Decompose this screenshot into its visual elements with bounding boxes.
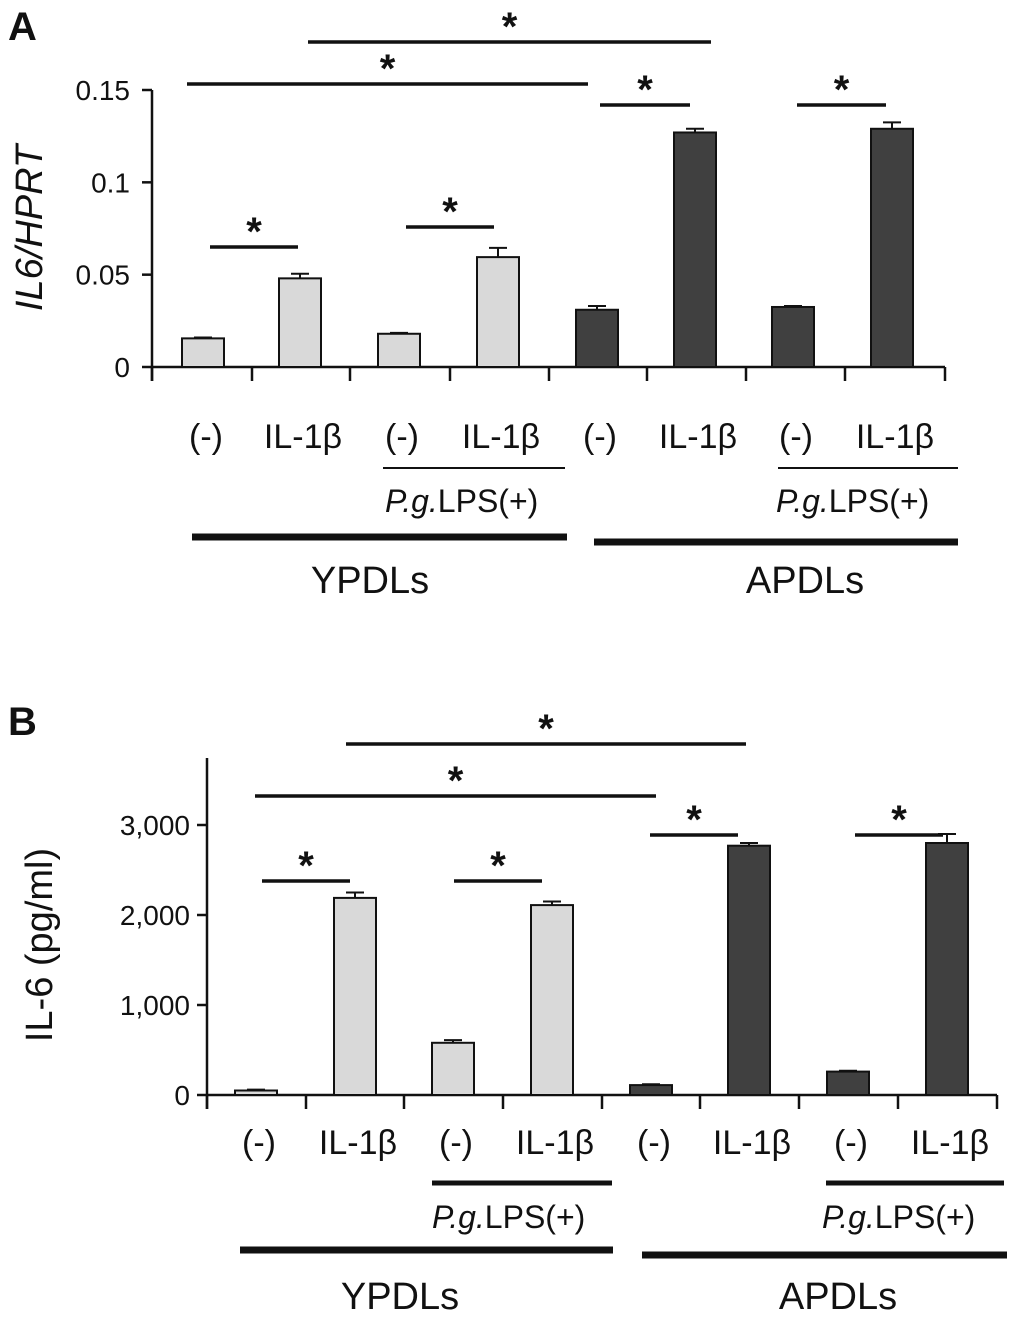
significance-star: * (891, 798, 907, 842)
bar (181, 337, 225, 369)
significance-star: * (834, 68, 850, 112)
bar (377, 332, 421, 369)
significance-star: * (502, 5, 518, 49)
lps-label: P.g.LPS(+) (776, 483, 929, 519)
lps-label: P.g.LPS(+) (385, 483, 538, 519)
panel-b-axes: 0 1,000 2,000 3,000 IL-6 (pg/ml) (19, 758, 999, 1111)
y-tick-label: 0.05 (76, 260, 131, 291)
significance-star: * (637, 68, 653, 112)
category-label: (-) (242, 1124, 276, 1162)
lps-condition-label: LPS(+) (485, 1199, 585, 1235)
bar (826, 1070, 870, 1096)
category-label: (-) (637, 1124, 671, 1162)
lps-condition-label: LPS(+) (438, 483, 538, 519)
significance-star: * (538, 707, 554, 751)
panel-b-letter: B (8, 700, 37, 744)
category-label: IL-1β (319, 1124, 397, 1162)
bar (727, 844, 771, 1097)
significance-star: * (442, 190, 458, 234)
bar (333, 896, 377, 1097)
significance-star: * (298, 844, 314, 888)
lps-species-label: P.g. (776, 483, 829, 519)
lps-label: P.g.LPS(+) (822, 1199, 975, 1235)
panel-a-letter: A (8, 5, 37, 49)
significance-star: * (246, 210, 262, 254)
category-label: (-) (583, 418, 617, 456)
lps-condition-label: LPS(+) (829, 483, 929, 519)
panel-b: B 0 1,000 2,000 3,000 IL-6 (pg/ml) * * * * * * (-… (8, 700, 1007, 1317)
category-label: IL-1β (713, 1124, 791, 1162)
y-axis-label: IL6/HPRT (9, 142, 51, 311)
bar (925, 842, 969, 1096)
bar (673, 131, 717, 368)
significance-star: * (448, 759, 464, 803)
y-tick-label: 0 (114, 352, 130, 383)
lps-species-label: P.g. (822, 1199, 875, 1235)
bar (234, 1089, 278, 1096)
category-label: (-) (834, 1124, 868, 1162)
panel-a-bars (181, 121, 914, 369)
panel-a-category-labels: (-) IL-1β (-) IL-1β (-) IL-1β (-) IL-1βP.g.LPS(… (189, 418, 958, 602)
lps-condition-label: LPS(+) (875, 1199, 975, 1235)
panel-b-bars (234, 833, 969, 1097)
category-label: IL-1β (264, 418, 342, 456)
significance-star: * (380, 47, 396, 91)
bar (278, 277, 322, 368)
y-tick-label: 0.15 (76, 75, 131, 106)
bar (431, 1041, 475, 1097)
y-tick-label: 2,000 (120, 900, 190, 931)
bar (771, 305, 815, 369)
bar (476, 256, 520, 368)
category-label: IL-1β (911, 1124, 989, 1162)
group-label: APDLs (746, 560, 864, 602)
lps-species-label: P.g. (385, 483, 438, 519)
group-label: APDLs (779, 1276, 897, 1317)
y-tick-label: 3,000 (120, 810, 190, 841)
y-tick-label: 0 (174, 1080, 190, 1111)
group-label: YPDLs (341, 1276, 459, 1317)
panel-b-category-labels: (-) IL-1β (-) IL-1β (-) IL-1β (-) IL-1βP.g.LPS(… (240, 1124, 1007, 1317)
bar (629, 1084, 673, 1096)
category-label: (-) (385, 418, 419, 456)
category-label: IL-1β (516, 1124, 594, 1162)
significance-star: * (686, 798, 702, 842)
y-tick-label: 1,000 (120, 990, 190, 1021)
category-label: (-) (189, 418, 223, 456)
panel-b-significance: * * * * * * (255, 707, 943, 888)
y-axis-label: IL-6 (pg/ml) (19, 848, 61, 1042)
bar (575, 308, 619, 368)
category-label: (-) (439, 1124, 473, 1162)
category-label: (-) (779, 418, 813, 456)
lps-label: P.g.LPS(+) (432, 1199, 585, 1235)
lps-species-label: P.g. (432, 1199, 485, 1235)
bar (870, 127, 914, 368)
category-label: IL-1β (856, 418, 934, 456)
panel-a: A 0 0.05 0.1 0.15 IL6/HPRT * * * * * * (-) IL-1β (-… (8, 5, 958, 602)
bar (530, 904, 574, 1096)
category-label: IL-1β (659, 418, 737, 456)
category-label: IL-1β (462, 418, 540, 456)
significance-star: * (490, 844, 506, 888)
group-label: YPDLs (311, 560, 429, 602)
panel-a-significance: * * * * * * (187, 5, 886, 254)
y-tick-label: 0.1 (91, 167, 130, 198)
